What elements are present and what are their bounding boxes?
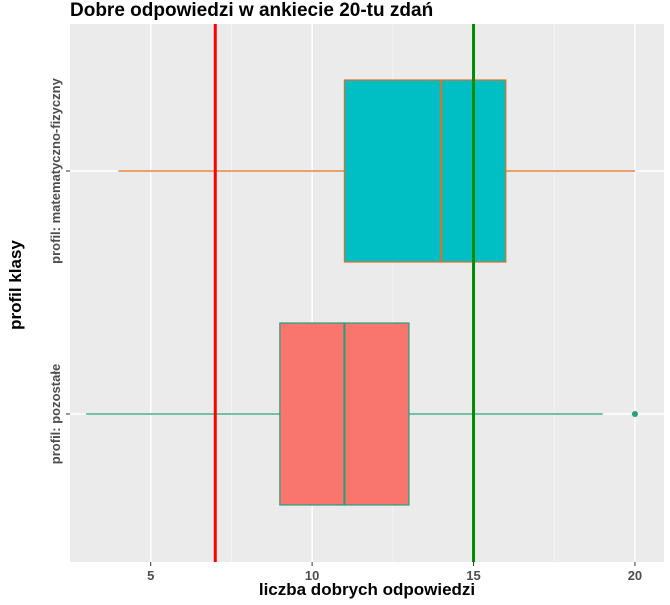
- box-group-2: [86, 322, 638, 506]
- outlier-point: [631, 411, 638, 417]
- boxes-layer: [86, 79, 638, 506]
- x-tick-label: 20: [628, 568, 642, 583]
- y-tick-label: profil: matematyczno-fizyczny: [48, 77, 63, 263]
- box: [343, 79, 507, 263]
- box-group-1: [118, 79, 635, 263]
- reference-lines: [213, 24, 476, 562]
- x-tick-label: 5: [147, 568, 154, 583]
- axes-layer: 5 10 15 20 profil: matematyczno-fizyczny prof…: [48, 77, 642, 583]
- chart-title: Dobre odpowiedzi w ankiecie 20-tu zdań: [70, 0, 434, 21]
- x-tick-label: 10: [305, 568, 319, 583]
- x-axis-label: liczba dobrych odpowiedzi: [258, 580, 476, 599]
- x-tick-label: 15: [466, 568, 480, 583]
- y-axis-label: profil klasy: [6, 240, 25, 330]
- y-tick-label: profil: pozostałe: [48, 364, 63, 464]
